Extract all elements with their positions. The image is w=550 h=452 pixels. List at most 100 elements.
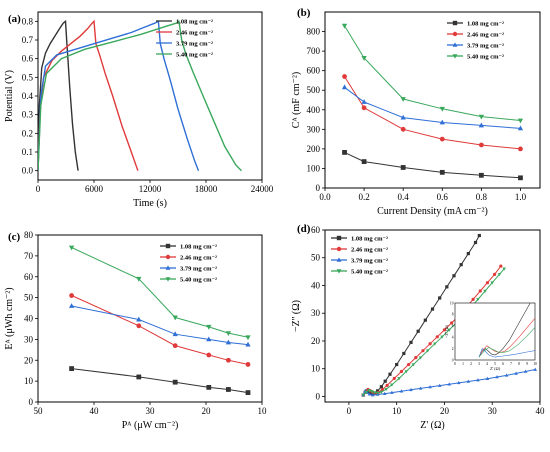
legend-label: 3.79 mg cm⁻² xyxy=(351,258,388,265)
y-tick-label: 0.0 xyxy=(22,166,34,176)
data-point xyxy=(375,391,380,395)
x-tick-label: 50 xyxy=(34,406,44,416)
data-point xyxy=(447,328,451,332)
data-point xyxy=(423,318,427,322)
x-tick-label: 0.6 xyxy=(437,192,449,202)
legend: 1.08 mg cm⁻² 2.46 mg cm⁻² 3.79 mg cm⁻² 5.40… xyxy=(447,21,504,61)
inset-series-1 xyxy=(478,303,531,358)
data-point xyxy=(361,99,367,104)
data-point xyxy=(382,391,387,395)
data-point xyxy=(483,289,487,293)
x-tick-label: 0 xyxy=(36,184,41,194)
y-tick-label: 800 xyxy=(307,27,321,37)
inset-x-label: Z' (Ω) xyxy=(490,366,500,371)
data-point xyxy=(68,303,75,308)
data-point xyxy=(385,383,389,387)
data-point xyxy=(370,390,374,394)
data-point xyxy=(504,373,509,377)
data-point xyxy=(136,323,142,329)
y-tick-label: 50 xyxy=(24,293,34,303)
data-point xyxy=(361,105,367,111)
data-point xyxy=(367,392,372,396)
inset-y-tick-label: 8 xyxy=(452,313,454,317)
data-point xyxy=(476,378,480,382)
data-point xyxy=(172,315,178,321)
x-axis-label: Z' (Ω) xyxy=(420,420,445,431)
legend: 1.08 mg cm⁻² 2.46 mg cm⁻² 3.79 mg cm⁻² 5.40… xyxy=(156,19,213,59)
x-tick-label: 40 xyxy=(536,406,546,416)
series-line-2 xyxy=(344,76,521,150)
inset-x-tick-label: 6 xyxy=(502,362,504,366)
legend-marker xyxy=(165,277,171,282)
y-tick-label: 0.2 xyxy=(22,128,33,138)
data-point xyxy=(379,390,384,394)
plot-frame xyxy=(324,11,541,189)
data-point xyxy=(245,341,251,347)
x-tick-label: 0.2 xyxy=(358,192,369,202)
data-point xyxy=(341,84,348,90)
data-point xyxy=(206,336,212,342)
x-axis-label: Current Density (mA cm⁻²) xyxy=(377,206,488,217)
data-point xyxy=(457,380,461,385)
y-tick-label: 50 xyxy=(311,253,321,263)
data-point xyxy=(439,136,445,142)
data-point xyxy=(364,391,368,395)
data-point xyxy=(438,296,442,300)
legend-label: 2.46 mg cm⁻² xyxy=(467,32,504,39)
data-point xyxy=(478,289,482,293)
data-point xyxy=(400,97,406,102)
data-point xyxy=(367,389,371,393)
panel-label: (d) xyxy=(297,223,311,235)
data-point xyxy=(225,331,232,336)
x-tick-label: 40 xyxy=(90,406,100,416)
data-point xyxy=(430,307,435,311)
inset-x-tick-label: 10 xyxy=(533,362,537,366)
data-point xyxy=(440,335,444,339)
data-point xyxy=(478,114,485,120)
y-tick-label: 20 xyxy=(24,355,34,365)
y-tick-label: 20 xyxy=(311,336,321,346)
data-point xyxy=(428,342,432,346)
data-point xyxy=(471,297,475,301)
panel-2: 0.0 0.2 0.4 0.6 0.8 1.0 0 100 200 300 400 500 600 700… xyxy=(291,7,541,217)
x-tick-label: 0.4 xyxy=(398,192,410,202)
series-line-2 xyxy=(38,19,139,171)
y-tick-label: 0.3 xyxy=(22,110,34,120)
data-point xyxy=(477,233,481,238)
legend-marker xyxy=(452,42,458,47)
legend-marker xyxy=(165,243,171,249)
x-tick-label: 30 xyxy=(488,406,498,416)
data-point xyxy=(499,264,503,268)
data-point xyxy=(518,146,523,152)
data-point xyxy=(439,169,445,175)
data-point xyxy=(523,369,528,373)
y-tick-label: 0 xyxy=(316,391,321,401)
x-tick-label: 10 xyxy=(258,406,268,416)
data-point xyxy=(68,245,75,251)
data-point xyxy=(414,356,418,360)
data-point xyxy=(485,281,490,285)
legend-label: 5.40 mg cm⁻² xyxy=(180,277,217,284)
x-tick-label: 0.8 xyxy=(476,192,488,202)
series-line-1 xyxy=(344,151,521,179)
data-point xyxy=(245,335,251,341)
data-point xyxy=(473,240,478,245)
data-point xyxy=(136,374,142,380)
inset-x-tick-label: 0 xyxy=(454,362,456,366)
legend-label: 1.08 mg cm⁻² xyxy=(467,21,504,28)
data-point xyxy=(447,382,451,386)
series-line-3 xyxy=(71,305,249,346)
series-line-3 xyxy=(38,20,200,171)
data-point xyxy=(383,379,387,383)
inset-x-tick-label: 5 xyxy=(494,362,496,366)
data-point xyxy=(69,293,74,298)
data-point xyxy=(439,106,445,112)
y-tick-label: 0 xyxy=(29,397,34,407)
data-point xyxy=(361,159,367,164)
data-point xyxy=(206,384,212,390)
y-tick-label: 0.4 xyxy=(22,91,34,101)
data-point xyxy=(390,390,394,394)
data-point xyxy=(375,389,380,393)
legend-label: 1.08 mg cm⁻² xyxy=(180,244,217,251)
data-point xyxy=(172,343,178,349)
